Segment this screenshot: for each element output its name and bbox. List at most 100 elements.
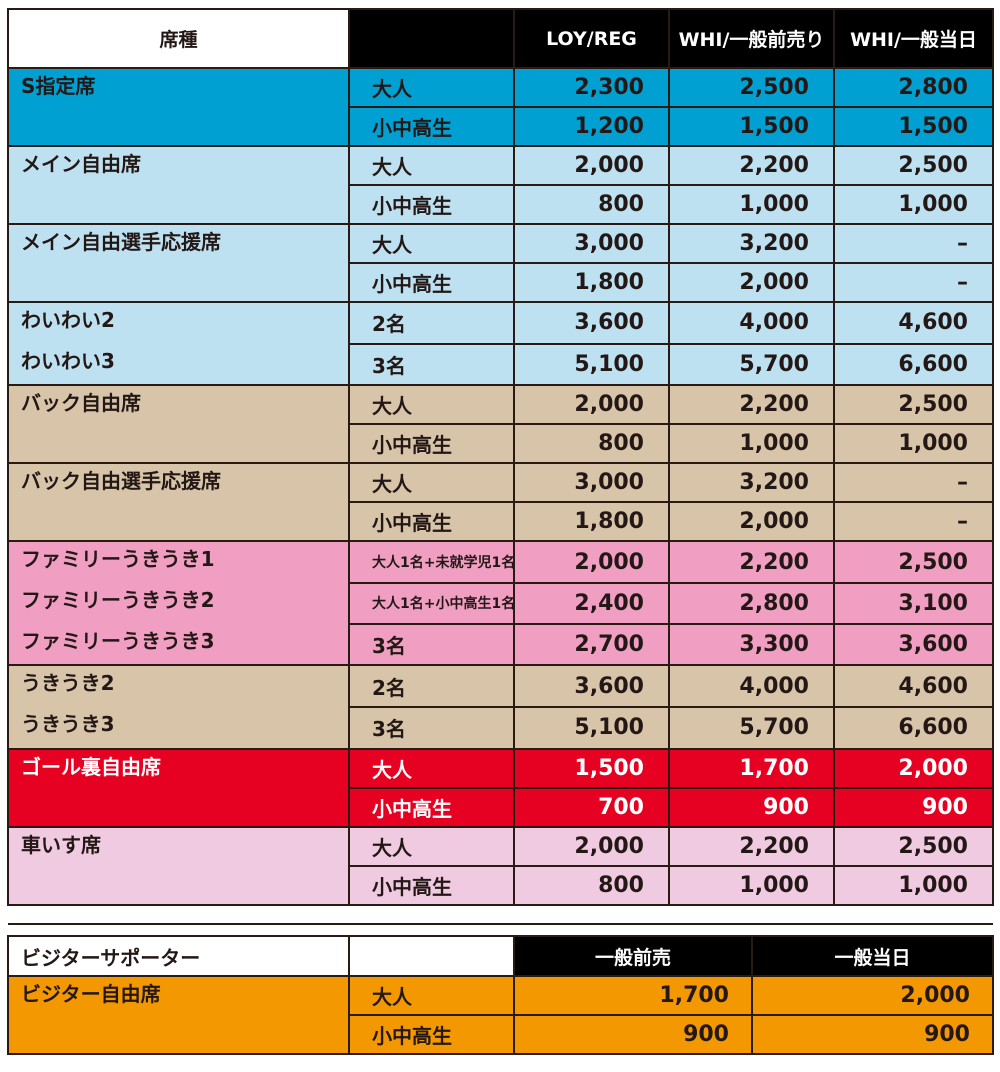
price-cell: 2,500 [833,825,994,867]
price-cell: 2,500 [668,67,835,108]
price-cell: – [833,223,994,264]
price-cell: 3,200 [668,462,835,504]
seat-name-cell: バック自由選手応援席 [7,462,350,543]
price-cell: 2,000 [513,384,670,426]
ticket-type: 小中高生 [348,423,515,465]
seat-name-cell: S指定席 [7,67,350,147]
price-cell: 900 [833,786,994,828]
price-cell: 5,100 [513,706,670,750]
seat-name: ゴール裏自由席 [21,754,161,779]
price-cell: 1,500 [668,106,835,147]
seat-name: うきうき2 [21,671,115,696]
spacer [8,923,349,937]
header-whi-advance: WHI/一般前売り [668,8,835,69]
price-cell: – [833,462,994,504]
price-cell: 3,200 [668,223,835,264]
table-row: わいわい2 わいわい3 2名 3,600 4,000 4,600 [7,300,994,387]
header-row: 席種 LOY/REG WHI/一般前売り WHI/一般当日 [7,8,994,69]
price-cell: 2,000 [668,262,835,303]
price-cell: 1,000 [668,423,835,465]
price-cell: 900 [668,786,835,828]
table-row: 小中高生 1,200 1,500 1,500 [8,106,994,147]
seat-name: わいわい3 [21,348,115,373]
price-cell: 2,000 [833,747,994,789]
price-cell: 2,000 [513,540,670,584]
price-cell: 4,000 [668,301,835,345]
table-row: ゴール裏自由席 大人 1,500 1,700 2,000 [7,747,994,828]
visitor-header-blank [348,935,515,977]
price-cell: 2,200 [668,384,835,426]
table-row: ファミリーうきうき1 ファミリーうきうき2 ファミリーうきうき3 大人1名+未就学児1… [7,540,994,667]
ticket-type: 小中高生 [348,184,515,225]
visitor-header-row: ビジターサポーター 一般前売 一般当日 [7,935,994,977]
seat-name-cell: 車いす席 [7,825,350,906]
price-cell: 800 [513,864,670,906]
table-row: うきうき2 うきうき3 2名 3,600 4,000 4,600 [7,664,994,750]
ticket-type: 大人 [348,145,515,186]
price-cell: 3,600 [513,301,670,345]
visitor-seat-name-cell: ビジター自由席 [7,975,350,1055]
ticket-type: 大人 [348,975,515,1016]
price-cell: 4,600 [833,664,994,709]
price-cell: 2,200 [668,540,835,584]
price-cell: 1,000 [668,184,835,225]
table-row: バック自由選手応援席 大人 3,000 3,200– [7,462,994,543]
price-cell: 2,800 [668,581,835,626]
seat-name-cell: うきうき2 うきうき3 [7,664,350,750]
ticket-type: 大人1名+小中高生1名 [348,581,515,626]
table-row: 小中高生 800 1,000 1,000 [8,864,994,906]
seat-name: ビジター自由席 [21,982,161,1006]
spacer [514,923,993,937]
price-cell: 2,000 [751,975,994,1016]
price-cell: 3,100 [833,581,994,626]
ticket-type: 小中高生 [348,106,515,147]
spacer [349,923,514,937]
price-cell: 3,300 [668,623,835,667]
ticket-type: 2名 [348,301,515,345]
price-cell: 2,800 [833,67,994,108]
price-cell: 800 [513,423,670,465]
price-cell: 2,000 [513,145,670,186]
price-cell: 2,700 [513,623,670,667]
price-cell: 800 [513,184,670,225]
price-cell: 5,700 [668,706,835,750]
seat-name: ファミリーうきうき2 [21,588,215,613]
price-cell: – [833,501,994,543]
price-cell: 700 [513,786,670,828]
ticket-type: 小中高生 [348,864,515,906]
price-cell: 5,100 [513,342,670,387]
seat-name: S指定席 [21,74,96,98]
ticket-type: 大人 [348,825,515,867]
seat-name: ファミリーうきうき1 [21,547,215,572]
visitor-title: ビジターサポーター [7,935,350,977]
price-cell: 6,600 [833,706,994,750]
price-cell: 4,600 [833,301,994,345]
price-cell: 1,700 [668,747,835,789]
header-seat-type: 席種 [7,8,350,69]
price-cell: 3,000 [513,223,670,264]
seat-name-cell: メイン自由選手応援席 [7,223,350,303]
seat-name: うきうき3 [21,712,115,737]
price-cell: 1,800 [513,501,670,543]
price-cell: 2,400 [513,581,670,626]
seat-name-cell: わいわい2 わいわい3 [7,300,350,387]
ticket-type: 小中高生 [348,501,515,543]
ticket-type: 小中高生 [348,1014,515,1055]
seat-name-cell: メイン自由席 [7,145,350,225]
seat-name: 車いす席 [21,832,101,857]
ticket-type: 3名 [348,342,515,387]
seat-name: わいわい2 [21,308,115,332]
price-table: 席種 LOY/REG WHI/一般前売り WHI/一般当日 S指定席 大人 2,30… [7,8,994,906]
price-cell: 1,800 [513,262,670,303]
price-cell: 2,200 [668,825,835,867]
price-cell: 1,500 [513,747,670,789]
seat-name: ファミリーうきうき3 [21,628,215,653]
seat-name-cell: ファミリーうきうき1 ファミリーうきうき2 ファミリーうきうき3 [7,540,350,667]
price-cell: 1,200 [513,106,670,147]
price-cell: 1,000 [833,184,994,225]
table-row: 大人1名+小中高生1名 2,400 2,800 3,100 [8,581,994,626]
price-cell: 6,600 [833,342,994,387]
ticket-type: 小中高生 [348,786,515,828]
ticket-type: 2名 [348,664,515,709]
price-cell: 3,000 [513,462,670,504]
